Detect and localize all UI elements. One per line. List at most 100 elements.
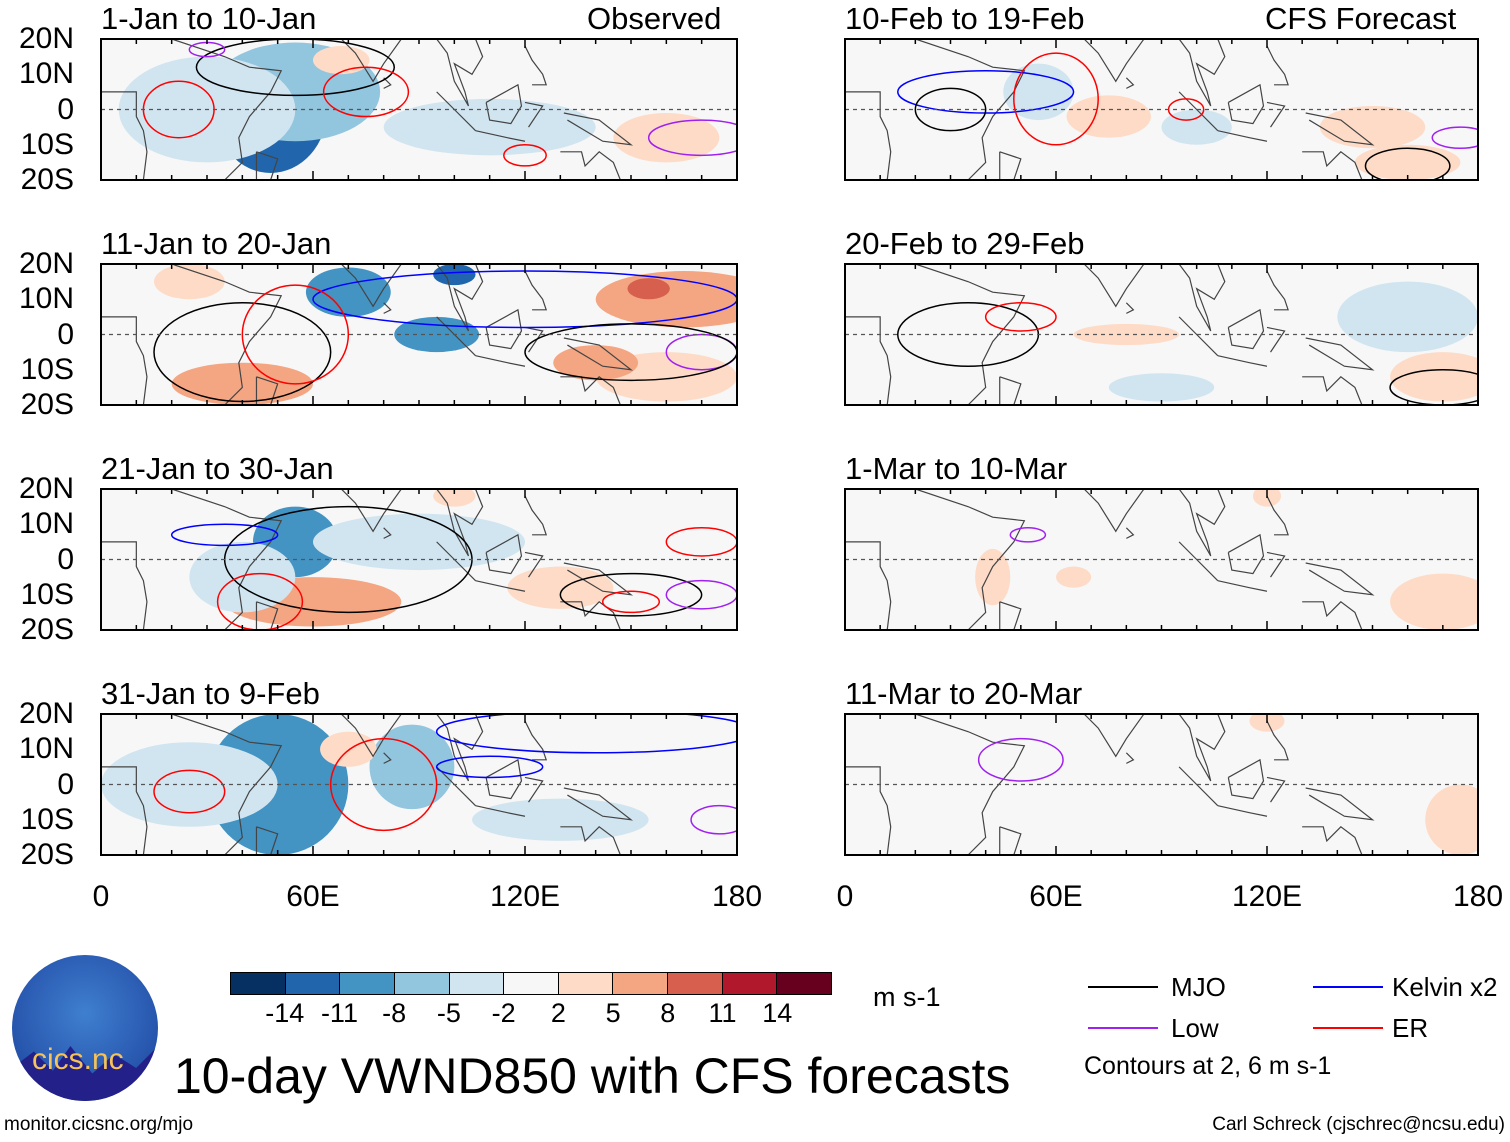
map-panel	[100, 38, 738, 181]
lon-tick-label: 120E	[489, 880, 561, 913]
coastline	[1227, 533, 1265, 575]
coastline	[1217, 130, 1268, 142]
coastline	[524, 776, 544, 803]
coastline	[560, 151, 621, 180]
wind-anomaly-shading	[1319, 105, 1426, 149]
coastline	[1083, 39, 1145, 83]
colorbar-tick-label: -5	[436, 998, 461, 1028]
colorbar-tick-label: 14	[762, 998, 793, 1028]
lon-tick-label: 180	[711, 880, 763, 913]
coastline	[1305, 787, 1375, 821]
coastline	[1305, 562, 1375, 596]
coastline	[1302, 376, 1363, 405]
wind-anomaly-shading	[390, 49, 448, 85]
coastline	[1178, 91, 1219, 132]
legend-er-label: ER	[1392, 1013, 1429, 1043]
coastline	[101, 766, 148, 855]
lon-tick-label: 60E	[1029, 880, 1083, 913]
coastline	[1266, 495, 1289, 536]
coastline	[524, 326, 544, 353]
coastline	[1178, 316, 1219, 357]
coastline	[524, 270, 548, 311]
colorbar-tick-label: 8	[660, 998, 676, 1028]
coastline	[255, 151, 279, 180]
coastline	[845, 264, 1026, 405]
wind-anomaly-shading	[1425, 784, 1478, 855]
coastline	[1227, 83, 1265, 125]
coastline	[101, 91, 148, 180]
lat-tick-label: 20S	[20, 388, 74, 421]
lat-tick-label: 20S	[20, 163, 74, 196]
lon-tick-label: 0	[836, 880, 854, 913]
colorbar-tick-label: -2	[491, 998, 516, 1028]
coastline	[1302, 601, 1363, 630]
coastline	[845, 541, 892, 630]
colorbar-tick-label: -14	[265, 998, 305, 1028]
coastline	[845, 39, 1026, 180]
wind-anomaly-shading	[613, 113, 720, 163]
panel-title: 1-Jan to 10-Jan	[101, 1, 317, 36]
map-panel	[100, 713, 738, 856]
mjo-contour	[195, 39, 395, 97]
coastline	[475, 580, 526, 592]
colorbar-units: m s-1	[873, 982, 941, 1012]
coastline	[999, 826, 1022, 855]
low-contour	[1431, 126, 1478, 150]
coastline	[1178, 541, 1219, 582]
legend-er-line	[1313, 1027, 1383, 1029]
coastline	[560, 826, 621, 855]
monitor-link[interactable]: monitor.cicsnc.org/mjo	[4, 1114, 194, 1135]
coastline	[999, 376, 1022, 405]
coastline	[1125, 752, 1135, 764]
lat-tick-label: 10N	[18, 732, 74, 766]
coastline	[563, 562, 634, 596]
lat-tick-label: 10N	[18, 507, 74, 541]
coastline	[1178, 39, 1226, 107]
er-contour	[1013, 52, 1099, 146]
lat-tick-label: 10N	[18, 57, 74, 91]
author-credit: Carl Schreck (cjschrec@ncsu.edu)	[1212, 1114, 1505, 1135]
colorbar-tick-label: 5	[605, 998, 621, 1028]
legend-mjo-label: MJO	[1171, 972, 1226, 1002]
cics-logo: cics.nc	[12, 955, 158, 1101]
mjo-contour	[559, 572, 703, 617]
wind-anomaly-shading	[433, 489, 476, 507]
coastline	[1125, 527, 1135, 539]
legend-mjo-line	[1088, 986, 1158, 988]
coastline	[485, 758, 523, 800]
coastline	[1305, 112, 1375, 146]
wind-anomaly-shading	[1390, 352, 1478, 402]
coastline	[999, 151, 1022, 180]
coastline	[101, 316, 148, 405]
wind-anomaly-shading	[975, 548, 1011, 606]
low-contour	[977, 737, 1064, 782]
coastline	[1178, 264, 1226, 332]
coastline	[563, 112, 634, 146]
coastline	[1227, 758, 1265, 800]
wind-anomaly-shading	[369, 724, 455, 810]
wind-anomaly-shading	[1354, 144, 1461, 180]
coastline	[845, 714, 1026, 855]
coastline	[524, 551, 544, 578]
er-contour	[503, 144, 547, 167]
colorbar-swatch	[668, 973, 723, 994]
mjo-contour	[524, 323, 737, 382]
coastline	[845, 766, 892, 855]
panel-title: 31-Jan to 9-Feb	[101, 676, 320, 711]
coastline	[475, 805, 526, 817]
wind-anomaly-shading	[1108, 373, 1215, 402]
colorbar-swatch	[231, 973, 286, 994]
coastline	[1083, 714, 1145, 758]
kelvin-contour	[435, 714, 737, 754]
coastline	[436, 39, 484, 107]
wind-anomaly-shading	[507, 566, 614, 609]
colorbar-swatch	[394, 973, 450, 994]
lat-tick-label: 10N	[18, 282, 74, 316]
coastline	[340, 714, 402, 758]
coastline	[1178, 489, 1226, 557]
coastline	[1125, 77, 1135, 89]
lon-tick-label: 60E	[286, 880, 340, 913]
panel-title: 11-Mar to 20-Mar	[845, 676, 1083, 711]
colorbar-swatch	[285, 973, 341, 994]
